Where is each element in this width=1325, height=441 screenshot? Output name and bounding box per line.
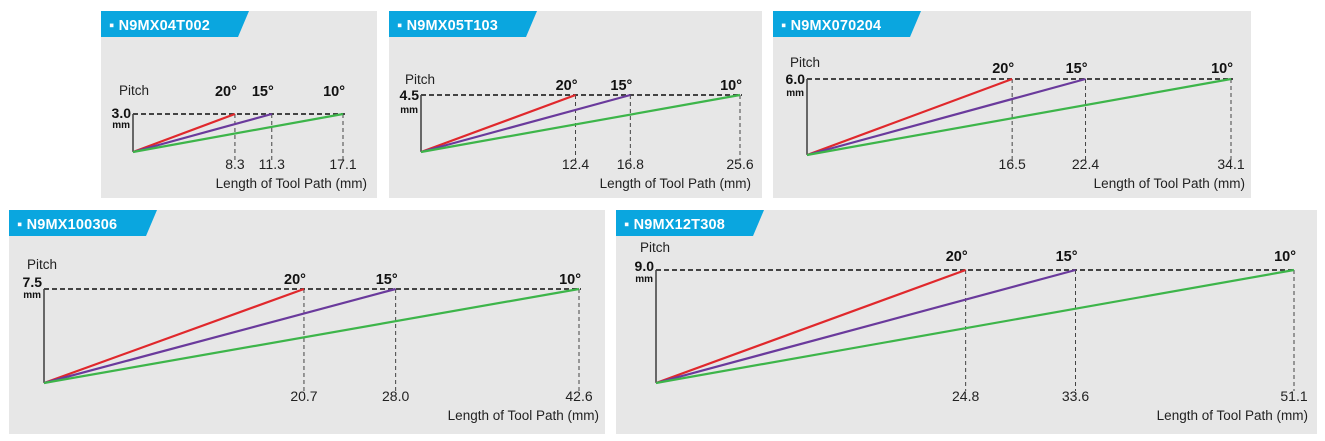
angle-label: 20°	[215, 84, 237, 100]
angle-label: 15°	[1066, 61, 1088, 77]
series-line-20deg	[655, 268, 967, 385]
tab-background	[101, 11, 249, 37]
x-tick-label: 20.7	[290, 388, 317, 404]
angle-label: 20°	[946, 249, 968, 265]
angle-label: 20°	[284, 272, 306, 288]
angle-label: 10°	[1274, 249, 1296, 265]
tab-background	[773, 11, 921, 37]
x-tick-label: 16.5	[999, 156, 1026, 172]
series-line-15deg	[806, 77, 1086, 157]
chart-panel-n9mx12t308: ▪ N9MX12T308 20° 24.8 15° 33.6 10° 51.1 Pitch 9…	[616, 210, 1317, 434]
series-line-10deg	[43, 287, 580, 385]
x-axis-label: Length of Tool Path (mm)	[216, 176, 367, 191]
y-axis-label: Pitch	[790, 55, 820, 70]
series-line-15deg	[420, 93, 631, 154]
x-tick-label: 28.0	[382, 388, 409, 404]
pitch-value: 4.5	[400, 87, 420, 103]
angle-label: 15°	[252, 84, 274, 100]
x-axis-label: Length of Tool Path (mm)	[1157, 408, 1308, 423]
x-tick-label: 22.4	[1072, 156, 1099, 172]
tab-label: ▪ N9MX12T308	[624, 217, 725, 233]
tab-label: ▪ N9MX05T103	[397, 18, 498, 34]
pitch-value: 9.0	[635, 258, 655, 274]
x-tick-label: 33.6	[1062, 388, 1089, 404]
x-tick-label: 8.3	[225, 156, 245, 172]
y-axis-label: Pitch	[27, 257, 57, 272]
series-line-10deg	[806, 77, 1232, 157]
tab-background	[389, 11, 537, 37]
series-line-20deg	[806, 77, 1013, 157]
x-tick-label: 25.6	[726, 156, 753, 172]
series-line-20deg	[420, 93, 576, 154]
x-tick-label: 12.4	[562, 156, 589, 172]
tab-label: ▪ N9MX070204	[781, 18, 881, 34]
angle-label: 10°	[1211, 61, 1233, 77]
angle-label: 15°	[1056, 249, 1078, 265]
x-tick-label: 51.1	[1280, 388, 1307, 404]
x-tick-label: 16.8	[617, 156, 644, 172]
chart-panel-n9mx04t002: ▪ N9MX04T002 20° 8.3 15° 11.3 10° 17.1 Pitch 3.…	[101, 11, 377, 198]
pitch-unit: mm	[635, 274, 653, 285]
pitch-value: 6.0	[786, 71, 806, 87]
x-tick-label: 34.1	[1217, 156, 1244, 172]
series-line-20deg	[43, 287, 305, 385]
tab-background	[616, 210, 764, 236]
angle-label: 20°	[992, 61, 1014, 77]
y-axis-label: Pitch	[405, 72, 435, 87]
angle-label: 15°	[376, 272, 398, 288]
angle-label: 10°	[559, 272, 581, 288]
chart-panel-n9mx100306: ▪ N9MX100306 20° 20.7 15° 28.0 10° 42.6 Pitch 7…	[9, 210, 605, 434]
pitch-unit: mm	[112, 120, 130, 131]
pitch-unit: mm	[23, 290, 41, 301]
series-line-15deg	[655, 268, 1076, 385]
chart-svg: ▪ N9MX04T002 20° 8.3 15° 11.3 10° 17.1 Pitch 3.…	[101, 11, 367, 191]
chart-svg: ▪ N9MX070204 20° 16.5 15° 22.4 10° 34.1 Pitch6…	[773, 11, 1245, 191]
pitch-unit: mm	[786, 88, 804, 99]
x-tick-label: 24.8	[952, 388, 979, 404]
angle-label: 20°	[556, 78, 578, 94]
tab-background	[9, 210, 157, 236]
series-line-15deg	[132, 112, 273, 154]
x-axis-label: Length of Tool Path (mm)	[1094, 176, 1245, 191]
x-tick-label: 17.1	[329, 156, 356, 172]
x-tick-label: 11.3	[259, 156, 285, 172]
x-tick-label: 42.6	[565, 388, 592, 404]
y-axis-label: Pitch	[640, 240, 670, 255]
pitch-value: 3.0	[112, 105, 132, 121]
series-line-15deg	[43, 287, 396, 385]
chart-panel-n9mx070204: ▪ N9MX070204 20° 16.5 15° 22.4 10° 34.1 Pitch 6…	[773, 11, 1251, 198]
angle-label: 10°	[720, 78, 742, 94]
chart-svg: ▪ N9MX12T308 20° 24.8 15° 33.6 10° 51.1 Pitch 9…	[616, 210, 1308, 423]
x-axis-label: Length of Tool Path (mm)	[448, 408, 599, 423]
y-axis-label: Pitch	[119, 83, 149, 98]
chart-panel-n9mx05t103: ▪ N9MX05T103 20° 12.4 15° 16.8 10° 25.6 Pitch 4…	[389, 11, 762, 198]
chart-svg: ▪ N9MX05T103 20° 12.4 15° 16.8 10° 25.6 Pitch4…	[389, 11, 754, 191]
angle-label: 10°	[323, 84, 345, 100]
series-line-10deg	[132, 112, 344, 154]
series-line-10deg	[655, 268, 1295, 385]
x-axis-label: Length of Tool Path (mm)	[600, 176, 751, 191]
series-line-10deg	[420, 93, 741, 154]
pitch-unit: mm	[400, 105, 418, 116]
chart-svg: ▪ N9MX100306 20° 20.7 15° 28.0 10° 42.6 Pitch 7…	[9, 210, 599, 423]
tab-label: ▪ N9MX04T002	[109, 18, 210, 34]
pitch-value: 7.5	[23, 274, 43, 290]
angle-label: 15°	[610, 78, 632, 94]
tab-label: ▪ N9MX100306	[17, 217, 117, 233]
series-line-20deg	[132, 112, 236, 154]
